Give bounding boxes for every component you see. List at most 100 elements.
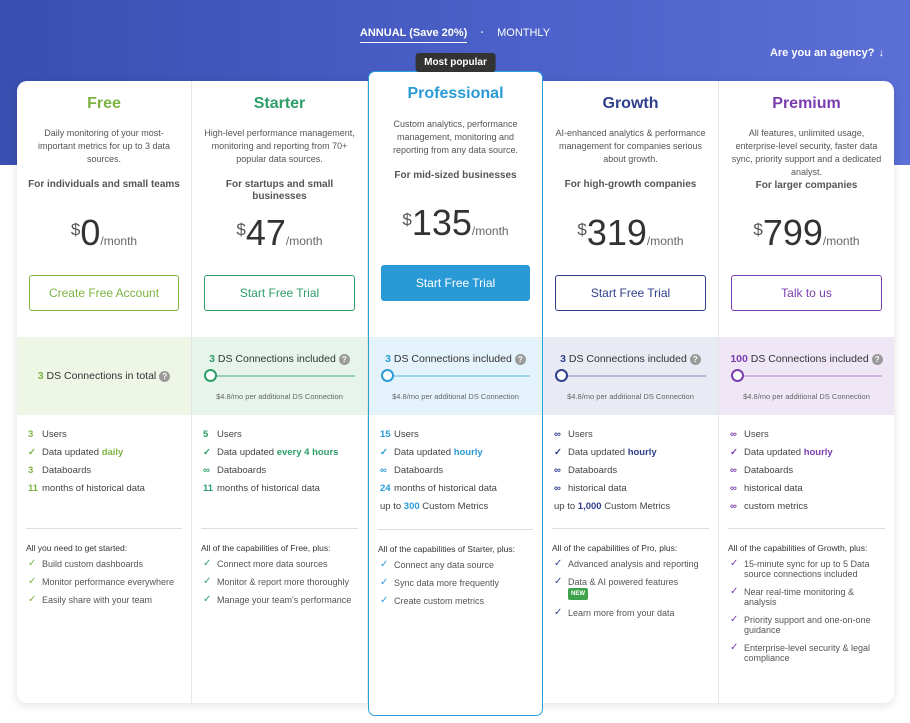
connections-label: DS Connections in total <box>46 370 157 382</box>
feature-highlight: hourly <box>453 447 483 458</box>
list-item: ✓ Data & AI powered features NEW <box>552 577 710 600</box>
list-item: ∞ Databoards <box>203 462 359 480</box>
plan-description: All features, unlimited usage, enterpris… <box>731 128 882 177</box>
check-icon: ✓ <box>28 558 37 569</box>
check-icon: ✓ <box>28 447 36 458</box>
list-item: ∞ historical data <box>730 480 886 498</box>
connections-slider[interactable] <box>204 369 355 382</box>
price-amount: 0 <box>80 212 101 253</box>
help-icon[interactable]: ? <box>159 370 171 382</box>
help-icon[interactable]: ? <box>871 353 883 365</box>
list-item: up to 1,000 Custom Metrics <box>554 498 710 516</box>
capabilities-list: All you need to get started: ✓ Build cust… <box>26 543 183 613</box>
capabilities-title: All of the capabilities of Pro, plus: <box>552 543 678 553</box>
plan-name: Premium <box>772 95 841 112</box>
price-amount: 47 <box>245 212 286 253</box>
price-period: /month <box>822 234 860 248</box>
check-icon: ✓ <box>203 447 211 458</box>
infinity-icon: ∞ <box>554 483 561 494</box>
check-icon: ✓ <box>380 595 389 606</box>
plan-price: $799/month <box>719 212 894 254</box>
plan-name: Free <box>87 95 121 112</box>
plan-price: $47/month <box>192 212 367 254</box>
agency-link[interactable]: Are you an agency? ↓ <box>770 47 884 59</box>
check-icon: ✓ <box>203 594 212 605</box>
capabilities-title: All of the capabilities of Free, plus: <box>201 543 331 553</box>
plan-description: Daily monitoring of your most-important … <box>37 128 171 164</box>
slider-handle[interactable] <box>204 369 217 382</box>
price-amount: 799 <box>762 212 823 253</box>
slider-handle[interactable] <box>555 369 568 382</box>
plan-price: $319/month <box>543 212 718 254</box>
slider-handle[interactable] <box>381 369 394 382</box>
connections-count: 3 <box>37 370 44 382</box>
list-item: ∞ custom metrics <box>730 498 886 516</box>
connections-slider[interactable] <box>555 369 706 382</box>
start-free-trial-button[interactable]: Start Free Trial <box>204 275 355 311</box>
feature-text: historical data <box>568 483 627 494</box>
talk-to-us-button[interactable]: Talk to us <box>731 275 882 311</box>
connections-slider[interactable] <box>731 369 882 382</box>
plan-professional: Most popular Professional Custom analyti… <box>368 53 543 716</box>
list-item: 24 months of historical data <box>380 480 534 498</box>
feature-text: Databoards <box>217 465 267 476</box>
feature-text: Users <box>394 429 419 440</box>
connections-panel: 3 DS Connections in total? <box>17 337 191 415</box>
feature-text: months of historical data <box>394 483 497 494</box>
connections-label: DS Connections included <box>217 353 336 365</box>
connections-text: 3 DS Connections included? <box>543 353 718 365</box>
help-icon[interactable]: ? <box>689 353 701 365</box>
new-badge: NEW <box>568 588 588 600</box>
connections-slider[interactable] <box>381 369 530 382</box>
extra-connection-price: $4.8/mo per additional DS Connection <box>567 392 694 401</box>
feature-highlight: daily <box>101 447 124 458</box>
list-item: ✓ 15-minute sync for up to 5 Data source … <box>728 559 886 580</box>
capabilities-title: All of the capabilities of Growth, plus: <box>728 543 868 553</box>
capabilities-list: All of the capabilities of Starter, plus… <box>378 544 534 614</box>
list-item: ✓ Data updated every 4 hours <box>203 444 359 462</box>
extra-connection-price: $4.8/mo per additional DS Connection <box>392 392 519 401</box>
help-icon[interactable]: ? <box>514 353 526 365</box>
connections-count: 3 <box>209 353 215 365</box>
connections-panel: 3 DS Connections included? $4.8/mo per a… <box>369 337 542 415</box>
pricing-table: Free Daily monitoring of your most-impor… <box>17 53 894 716</box>
list-item: ✓ Manage your team's performance <box>201 594 359 606</box>
infinity-icon: ∞ <box>730 429 737 440</box>
infinity-icon: ∞ <box>730 501 737 512</box>
slider-track <box>381 375 530 377</box>
connections-text: 3 DS Connections in total? <box>17 370 191 382</box>
slider-handle[interactable] <box>731 369 744 382</box>
feature-highlight: 300 <box>403 501 420 512</box>
help-icon[interactable]: ? <box>338 353 350 365</box>
price-period: /month <box>471 224 509 238</box>
annual-option[interactable]: ANNUAL (Save 20%) <box>359 27 468 43</box>
feature-list: ∞ Users ✓ Data updated hourly ∞ Databoards … <box>730 426 886 516</box>
capability-text: Build custom dashboards <box>42 559 144 569</box>
list-item: ✓ Build custom dashboards <box>26 558 183 570</box>
currency-symbol: $ <box>753 220 763 239</box>
price-period: /month <box>285 234 323 248</box>
list-item: up to 300 Custom Metrics <box>380 498 534 516</box>
connections-label: DS Connections included <box>393 353 512 365</box>
capabilities-list: All of the capabilities of Pro, plus: ✓ A… <box>552 543 710 626</box>
price-amount: 319 <box>586 212 647 253</box>
list-item: ∞ Databoards <box>554 462 710 480</box>
infinity-icon: ∞ <box>554 465 561 476</box>
list-item: ✓ Near real-time monitoring & analysis <box>728 587 886 608</box>
divider <box>378 529 533 530</box>
feature-text: Data updated <box>42 447 100 458</box>
monthly-option[interactable]: MONTHLY <box>497 27 551 39</box>
start-free-trial-button[interactable]: Start Free Trial <box>381 265 530 301</box>
capability-text: Learn more from your data <box>568 608 675 618</box>
list-item: ✓ Data updated hourly <box>730 444 886 462</box>
connections-label: DS Connections included <box>568 353 687 365</box>
feature-text: Users <box>217 429 242 440</box>
feature-text: Users <box>42 429 67 440</box>
connections-text: 3 DS Connections included? <box>192 353 367 365</box>
create-free-account-button[interactable]: Create Free Account <box>29 275 179 311</box>
feature-text: custom metrics <box>744 501 808 512</box>
capability-text: Easily share with your team <box>42 595 153 605</box>
check-icon: ✓ <box>380 447 388 458</box>
currency-symbol: $ <box>577 220 587 239</box>
start-free-trial-button[interactable]: Start Free Trial <box>555 275 706 311</box>
